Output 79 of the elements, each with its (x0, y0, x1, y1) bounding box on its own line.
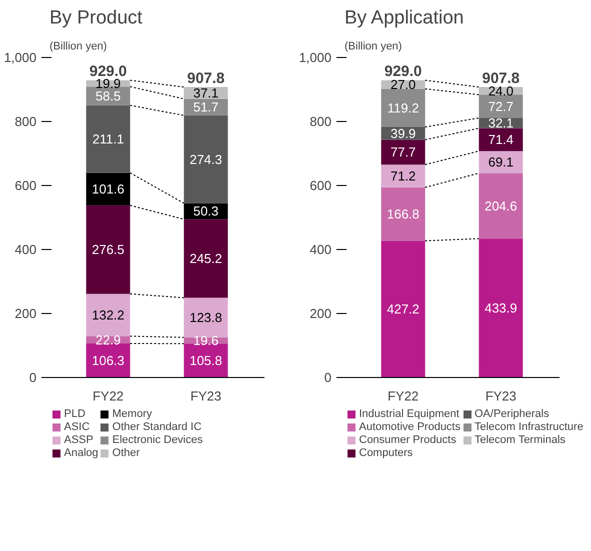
data-label: 19.9 (95, 76, 121, 91)
x-tick-label: FY23 (485, 388, 516, 404)
data-label: 101.6 (92, 182, 124, 197)
legend-label: ASIC (64, 421, 90, 433)
bar (381, 187, 426, 241)
data-label: 39.9 (390, 126, 416, 141)
legend-label: Automotive Products (359, 421, 460, 433)
data-label: 69.1 (488, 154, 514, 170)
legend-label: Consumer Products (359, 434, 456, 446)
y-axis-title: (Billion yen) (50, 40, 107, 52)
y-tick-label: 200 (310, 306, 332, 321)
y-tick-label: 1,000 (298, 50, 332, 65)
bar (86, 294, 130, 336)
y-tick-label: 400 (310, 242, 332, 257)
x-tick-label: FY22 (388, 388, 419, 404)
legend-label: Computers (359, 447, 413, 459)
bar (478, 128, 523, 152)
data-label: 106.3 (92, 352, 124, 368)
data-label: 19.6 (193, 333, 219, 348)
bar (478, 94, 523, 118)
bar (478, 238, 523, 378)
x-tick-label: FY23 (190, 388, 222, 404)
bar (478, 173, 523, 239)
data-label: 427.2 (386, 302, 420, 317)
y-tick-label: 400 (14, 242, 37, 257)
legend-label: Analog (64, 447, 98, 459)
y-tick-label: 0 (324, 370, 332, 385)
data-label: 119.2 (387, 100, 419, 116)
y-tick-label: 200 (14, 306, 37, 321)
data-label: 71.2 (390, 168, 416, 184)
data-label: 77.7 (390, 144, 416, 160)
y-tick-label: 800 (310, 114, 332, 129)
legend-label: Industrial Equipment (359, 408, 460, 420)
y-axis-title: (Billion yen) (344, 40, 402, 52)
legend-label: Electronic Devices (112, 434, 203, 446)
data-label: 51.7 (193, 100, 219, 115)
legend-label: Telecom Infrastructure (474, 421, 584, 433)
bar (184, 298, 228, 338)
y-tick-label: 0 (29, 370, 37, 385)
data-label: 72.7 (488, 98, 514, 114)
x-tick-label: FY22 (92, 388, 124, 404)
chart-title: By Product (50, 8, 144, 28)
bar (381, 140, 426, 165)
data-label: 276.5 (92, 242, 124, 258)
data-label: 123.8 (190, 310, 222, 326)
data-label: 22.9 (95, 332, 121, 348)
y-tick-label: 600 (14, 178, 37, 193)
y-tick-label: 600 (310, 178, 332, 193)
legend-label: ASSP (64, 434, 94, 446)
data-label: 166.8 (386, 206, 420, 222)
data-label: 274.3 (190, 152, 222, 167)
bar (381, 240, 426, 378)
total-label: 907.8 (187, 70, 225, 88)
legend-label: Telecom Terminals (474, 434, 566, 446)
y-tick-label: 800 (14, 114, 37, 129)
data-label: 132.2 (92, 308, 124, 323)
data-label: 71.4 (488, 132, 514, 148)
data-label: 50.3 (193, 204, 219, 219)
data-label: 433.9 (484, 300, 518, 316)
data-label: 204.6 (484, 198, 518, 214)
legend-label: OA/Peripherals (474, 408, 550, 420)
bar (86, 205, 130, 294)
data-label: 105.8 (190, 353, 222, 368)
legend-label: PLD (64, 408, 86, 420)
y-tick-label: 1,000 (4, 50, 37, 65)
bar (381, 88, 426, 128)
bar (86, 105, 130, 173)
legend-label: Other (112, 447, 140, 459)
legend-label: Memory (112, 408, 152, 420)
legend-label: Other Standard IC (112, 421, 202, 433)
bar (381, 164, 426, 188)
data-label: 245.2 (190, 251, 222, 266)
bar (184, 219, 228, 298)
data-label: 211.1 (92, 132, 124, 147)
chart-title: By Application (344, 8, 464, 28)
bar (184, 115, 228, 204)
data-label: 37.1 (193, 85, 219, 100)
data-label: 32.1 (488, 116, 514, 131)
data-label: 58.5 (95, 88, 121, 104)
